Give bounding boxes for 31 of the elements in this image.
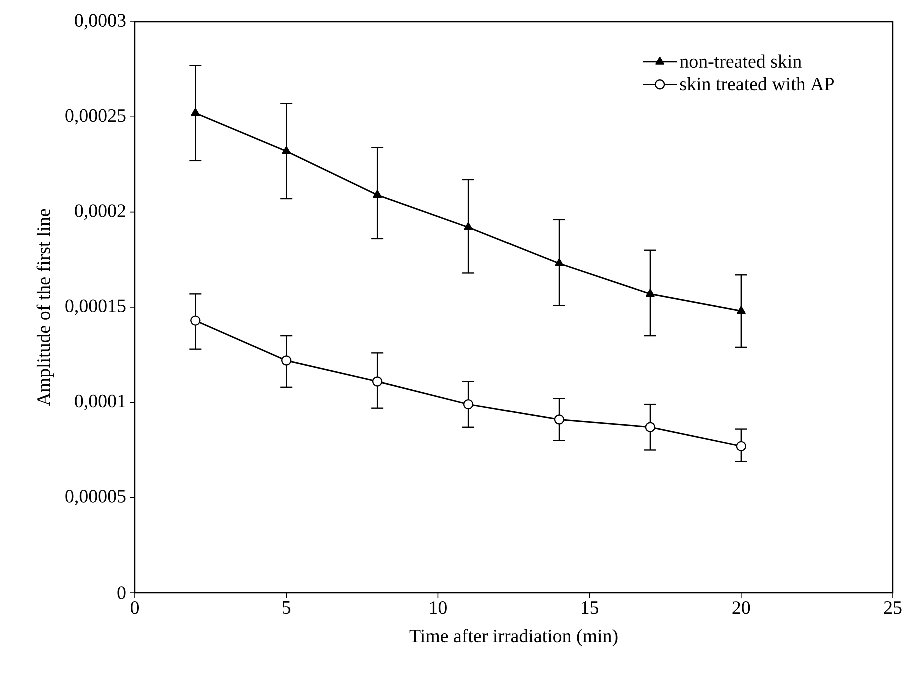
point bbox=[463, 399, 474, 410]
x-tick-label: 0 bbox=[130, 602, 140, 614]
y-tick-label: 0,0001 bbox=[75, 394, 126, 410]
y-tick-label: 0,00025 bbox=[66, 109, 126, 125]
x-tick-label: 15 bbox=[582, 602, 599, 614]
point bbox=[645, 422, 656, 432]
point bbox=[554, 414, 565, 425]
y-axis-title: Amplitude of the first line bbox=[36, 209, 54, 406]
point bbox=[372, 376, 383, 387]
x-axis-title: Time after irradiation (min) bbox=[410, 629, 618, 646]
point bbox=[191, 108, 200, 116]
point bbox=[282, 146, 292, 154]
y-tick-label: 0 bbox=[118, 586, 126, 600]
point bbox=[554, 258, 564, 267]
point bbox=[464, 222, 474, 230]
point bbox=[373, 190, 382, 198]
x-tick-label: 5 bbox=[282, 602, 291, 614]
point bbox=[736, 441, 747, 452]
point bbox=[282, 356, 292, 366]
x-tick-label: 20 bbox=[732, 602, 750, 614]
legend-label: skin treated with AP bbox=[680, 77, 834, 91]
point bbox=[190, 316, 201, 326]
y-tick-label: 0,0002 bbox=[75, 204, 126, 220]
legend-label: non-treated skin bbox=[680, 54, 802, 68]
y-tick-label: 0,0003 bbox=[75, 14, 126, 30]
y-tick-label: 0,00005 bbox=[66, 490, 126, 506]
point bbox=[646, 289, 655, 298]
point bbox=[736, 306, 746, 314]
y-tick-label: 0,00015 bbox=[66, 300, 126, 316]
x-tick-label: 25 bbox=[884, 602, 902, 614]
x-tick-label: 10 bbox=[430, 602, 447, 614]
